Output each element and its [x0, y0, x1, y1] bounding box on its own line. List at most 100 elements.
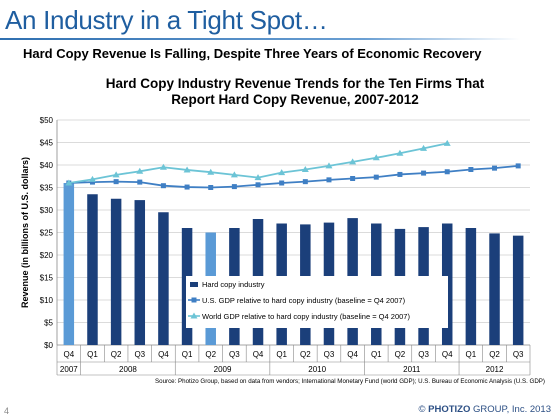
us-gdp-point [492, 165, 498, 171]
x-tick-label: Q4 [347, 350, 358, 359]
us-gdp-point [160, 183, 166, 189]
y-tick-label: $45 [40, 139, 54, 148]
chart-title: Hard Copy Industry Revenue Trends for th… [60, 76, 530, 108]
us-gdp-point [397, 171, 403, 177]
us-gdp-point [350, 176, 356, 181]
world-gdp-point [183, 166, 191, 173]
x-tick-label: Q1 [466, 350, 477, 359]
world-gdp-point [207, 168, 215, 175]
us-gdp-line [68, 165, 519, 189]
y-tick-label: $15 [40, 274, 54, 283]
x-tick-label: Q2 [395, 350, 406, 359]
us-gdp-point [373, 174, 379, 180]
bar-hard-copy [158, 212, 169, 345]
x-year-label: 2009 [214, 365, 232, 374]
us-gdp-point [255, 182, 261, 188]
chart-title-line-2: Report Hard Copy Revenue, 2007-2012 [171, 92, 419, 107]
us-gdp-point [468, 167, 474, 172]
bar-hard-copy [512, 235, 524, 345]
bar-hard-copy [134, 200, 146, 345]
y-axis-label: Revenue (in billions of U.S. dollars) [20, 157, 30, 308]
footer-brand: PHOTIZO [428, 404, 471, 415]
world-gdp-point [254, 174, 262, 181]
legend-marker-world-gdp [190, 312, 198, 319]
source-note: Source: Photizo Group, based on data fro… [155, 378, 545, 385]
us-gdp-point [302, 179, 308, 185]
x-tick-label: Q4 [253, 350, 264, 359]
y-tick-label: $50 [40, 116, 54, 125]
legend-marker-us-gdp [191, 297, 197, 303]
us-gdp-point [326, 177, 332, 183]
world-gdp-point [230, 171, 238, 178]
us-gdp-point [231, 184, 237, 190]
y-tick-label: $5 [44, 319, 53, 328]
y-tick-label: $30 [40, 206, 54, 215]
x-year-label: 2010 [308, 365, 326, 374]
x-tick-label: Q2 [300, 350, 311, 359]
slide-number: 4 [4, 406, 10, 416]
x-tick-label: Q3 [229, 350, 240, 359]
y-tick-label: $35 [40, 184, 54, 193]
x-tick-label: Q1 [276, 350, 287, 359]
y-tick-label: $40 [40, 161, 54, 170]
footer-copyright: © PHOTIZO GROUP, Inc. 2013 [419, 404, 552, 415]
world-gdp-point [112, 171, 120, 178]
bar-hard-copy [465, 228, 477, 345]
legend-label-us-gdp: U.S. GDP relative to hard copy industry … [202, 296, 406, 305]
y-tick-label: $10 [40, 296, 54, 305]
x-tick-label: Q4 [63, 350, 74, 359]
world-gdp-point [443, 139, 451, 146]
world-gdp-point [349, 158, 357, 165]
x-tick-label: Q3 [513, 350, 524, 359]
x-tick-label: Q1 [182, 350, 193, 359]
x-year-label: 2011 [403, 365, 421, 374]
world-gdp-point [325, 162, 333, 169]
world-gdp-point [65, 179, 73, 186]
x-tick-label: Q3 [418, 350, 429, 359]
x-year-label: 2008 [119, 365, 137, 374]
bar-hard-copy [63, 183, 75, 345]
slide-title: An Industry in a Tight Spot… [5, 5, 328, 35]
us-gdp-point [208, 185, 214, 190]
x-tick-label: Q1 [371, 350, 382, 359]
bar-hard-copy [110, 198, 122, 345]
x-tick-label: Q2 [489, 350, 500, 359]
y-tick-label: $25 [40, 229, 54, 238]
footer-company: GROUP, Inc. 2013 [473, 404, 551, 415]
y-tick-label: $20 [40, 251, 54, 260]
chart-title-line-1: Hard Copy Industry Revenue Trends for th… [105, 76, 485, 91]
x-tick-label: Q2 [111, 350, 122, 359]
x-tick-label: Q1 [87, 350, 98, 359]
x-tick-label: Q3 [324, 350, 335, 359]
x-year-label: 2012 [486, 365, 504, 374]
us-gdp-point [113, 179, 119, 185]
bar-hard-copy [489, 233, 500, 345]
title-divider [0, 38, 520, 40]
world-gdp-point [420, 144, 428, 151]
x-tick-label: Q3 [134, 350, 145, 359]
copyright-symbol: © [418, 404, 426, 415]
x-tick-label: Q4 [158, 350, 169, 359]
slide-subtitle: Hard Copy Revenue Is Falling, Despite Th… [23, 46, 482, 61]
x-tick-label: Q2 [205, 350, 216, 359]
us-gdp-point [515, 163, 521, 169]
us-gdp-point [89, 179, 95, 185]
world-gdp-point [88, 175, 96, 182]
us-gdp-point [279, 180, 285, 186]
y-tick-label: $0 [44, 341, 53, 350]
x-year-label: 2007 [60, 365, 78, 374]
world-gdp-point [159, 163, 167, 170]
world-gdp-point [396, 149, 404, 156]
us-gdp-point [184, 184, 190, 190]
x-tick-label: Q4 [442, 350, 453, 359]
us-gdp-point [421, 170, 427, 176]
us-gdp-point [137, 179, 143, 185]
legend-label-hard-copy: Hard copy industry [202, 280, 265, 289]
world-gdp-point [278, 169, 286, 176]
legend-label-world-gdp: World GDP relative to hard copy industry… [202, 312, 410, 321]
world-gdp-point [301, 166, 309, 172]
bar-hard-copy [87, 194, 98, 345]
world-gdp-point [372, 154, 380, 161]
world-gdp-point [136, 167, 144, 174]
